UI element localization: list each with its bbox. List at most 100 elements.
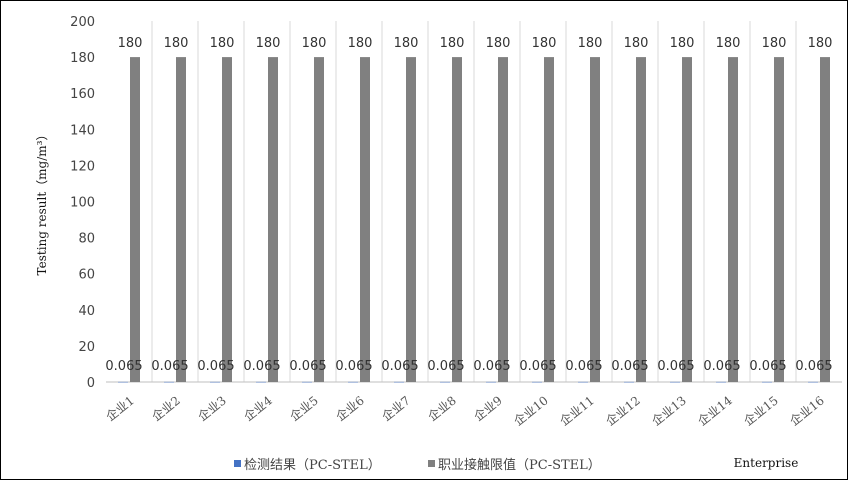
- x-tick-label: 企业14: [695, 392, 735, 428]
- data-label-limit: 180: [532, 36, 557, 51]
- y-tick-label: 40: [78, 304, 95, 319]
- bar-exposure-limit: [268, 57, 278, 382]
- bar-exposure-limit: [130, 57, 140, 382]
- bar-exposure-limit: [360, 57, 370, 382]
- x-tick-label: 企业16: [787, 393, 827, 429]
- x-tick-label: 企业15: [741, 393, 781, 429]
- data-label-limit: 180: [808, 36, 833, 51]
- x-tick-label: 企业4: [241, 392, 275, 424]
- y-tick-label: 120: [70, 159, 95, 174]
- bar-exposure-limit: [314, 57, 324, 382]
- data-label-limit: 180: [624, 36, 649, 51]
- data-label-detection: 0.065: [565, 359, 602, 374]
- x-tick-label: 企业13: [649, 393, 689, 429]
- bar-detection-result: [302, 381, 312, 383]
- x-tick-label: 企业5: [287, 393, 321, 424]
- x-tick-label: 企业11: [557, 393, 597, 429]
- data-label-detection: 0.065: [703, 359, 740, 374]
- data-label-detection: 0.065: [427, 359, 464, 374]
- y-tick-label: 200: [70, 15, 95, 30]
- data-label-detection: 0.065: [289, 359, 326, 374]
- y-tick-label: 100: [70, 196, 95, 211]
- data-label-detection: 0.065: [243, 359, 280, 374]
- legend-swatch: [234, 460, 241, 467]
- bar-detection-result: [808, 381, 818, 383]
- x-tick-label: 企业6: [333, 393, 367, 424]
- data-label-detection: 0.065: [519, 359, 556, 374]
- y-axis-title: Testing result（mg/m³）: [35, 129, 49, 276]
- bar-detection-result: [440, 381, 450, 383]
- x-tick-label: 企业12: [603, 393, 643, 429]
- bar-detection-result: [348, 381, 358, 383]
- data-label-limit: 180: [256, 36, 281, 51]
- bar-detection-result: [716, 381, 726, 383]
- x-tick-label: 企业9: [471, 393, 505, 424]
- bar-detection-result: [118, 381, 128, 383]
- data-label-limit: 180: [302, 36, 327, 51]
- data-label-detection: 0.065: [335, 359, 372, 374]
- data-label-limit: 180: [348, 36, 373, 51]
- y-tick-label: 60: [78, 268, 95, 283]
- bar-detection-result: [624, 381, 634, 383]
- legend: 检测结果（PC-STEL） 职业接触限值（PC-STEL）: [234, 457, 601, 473]
- data-label-detection: 0.065: [611, 359, 648, 374]
- data-label-limit: 180: [670, 36, 695, 51]
- y-tick-label: 140: [70, 123, 95, 138]
- legend-label: 检测结果（PC-STEL）: [244, 458, 381, 473]
- bar-detection-result: [532, 381, 542, 383]
- bar-exposure-limit: [590, 57, 600, 382]
- bar-detection-result: [394, 381, 404, 383]
- x-axis: 企业1 企业2 企业3 企业4 企业5 企业6 企业7 企业8 企业9 企业10 企业11 企业12 企…: [103, 392, 827, 428]
- data-label-detection: 0.065: [749, 359, 786, 374]
- bar-exposure-limit: [728, 57, 738, 382]
- y-tick-label: 80: [78, 232, 95, 247]
- data-label-limit: 180: [762, 36, 787, 51]
- data-label-limit: 180: [716, 36, 741, 51]
- data-label-detection: 0.065: [657, 359, 694, 374]
- bars: [118, 57, 830, 383]
- data-label-limit: 180: [486, 36, 511, 51]
- x-tick-label: 企业8: [425, 393, 459, 424]
- y-tick-label: 0: [87, 376, 95, 391]
- bar-exposure-limit: [406, 57, 416, 382]
- data-label-limit: 180: [440, 36, 465, 51]
- data-label-detection: 0.065: [105, 359, 142, 374]
- x-tick-label: 企业2: [149, 393, 183, 424]
- y-axis: 0 20 40 60 80 100 120 140 160 180 200: [70, 15, 95, 391]
- bar-exposure-limit: [636, 57, 646, 382]
- bar-exposure-limit: [544, 57, 554, 382]
- bar-exposure-limit: [498, 57, 508, 382]
- bar-detection-result: [486, 381, 496, 383]
- data-label-limit: 180: [578, 36, 603, 51]
- legend-label: 职业接触限值（PC-STEL）: [438, 457, 601, 473]
- x-tick-label: 企业10: [511, 393, 551, 429]
- bar-exposure-limit: [682, 57, 692, 382]
- y-tick-label: 20: [78, 340, 95, 355]
- data-label-limit: 180: [118, 36, 143, 51]
- bar-exposure-limit: [774, 57, 784, 382]
- bar-detection-result: [256, 381, 266, 383]
- data-label-detection: 0.065: [151, 359, 188, 374]
- x-tick-label: 企业7: [379, 393, 413, 424]
- x-tick-label: 企业1: [103, 393, 137, 424]
- x-tick-label: 企业3: [195, 393, 229, 424]
- data-label-detection: 0.065: [795, 359, 832, 374]
- data-label-detection: 0.065: [197, 359, 234, 374]
- bar-exposure-limit: [222, 57, 232, 382]
- y-tick-label: 160: [70, 87, 95, 102]
- bar-detection-result: [578, 381, 588, 383]
- legend-swatch: [428, 460, 435, 467]
- data-label-limit: 180: [210, 36, 235, 51]
- bar-exposure-limit: [820, 57, 830, 382]
- data-label-limit: 180: [164, 36, 189, 51]
- y-tick-label: 180: [70, 51, 95, 66]
- bar-detection-result: [164, 381, 174, 383]
- data-label-limit: 180: [394, 36, 419, 51]
- data-labels: 0.065 180 0.065 180 0.065 180 0.065 180 0.065 180…: [105, 36, 832, 374]
- bar-exposure-limit: [176, 57, 186, 382]
- data-label-detection: 0.065: [381, 359, 418, 374]
- bar-detection-result: [210, 381, 220, 383]
- bar-detection-result: [670, 381, 680, 383]
